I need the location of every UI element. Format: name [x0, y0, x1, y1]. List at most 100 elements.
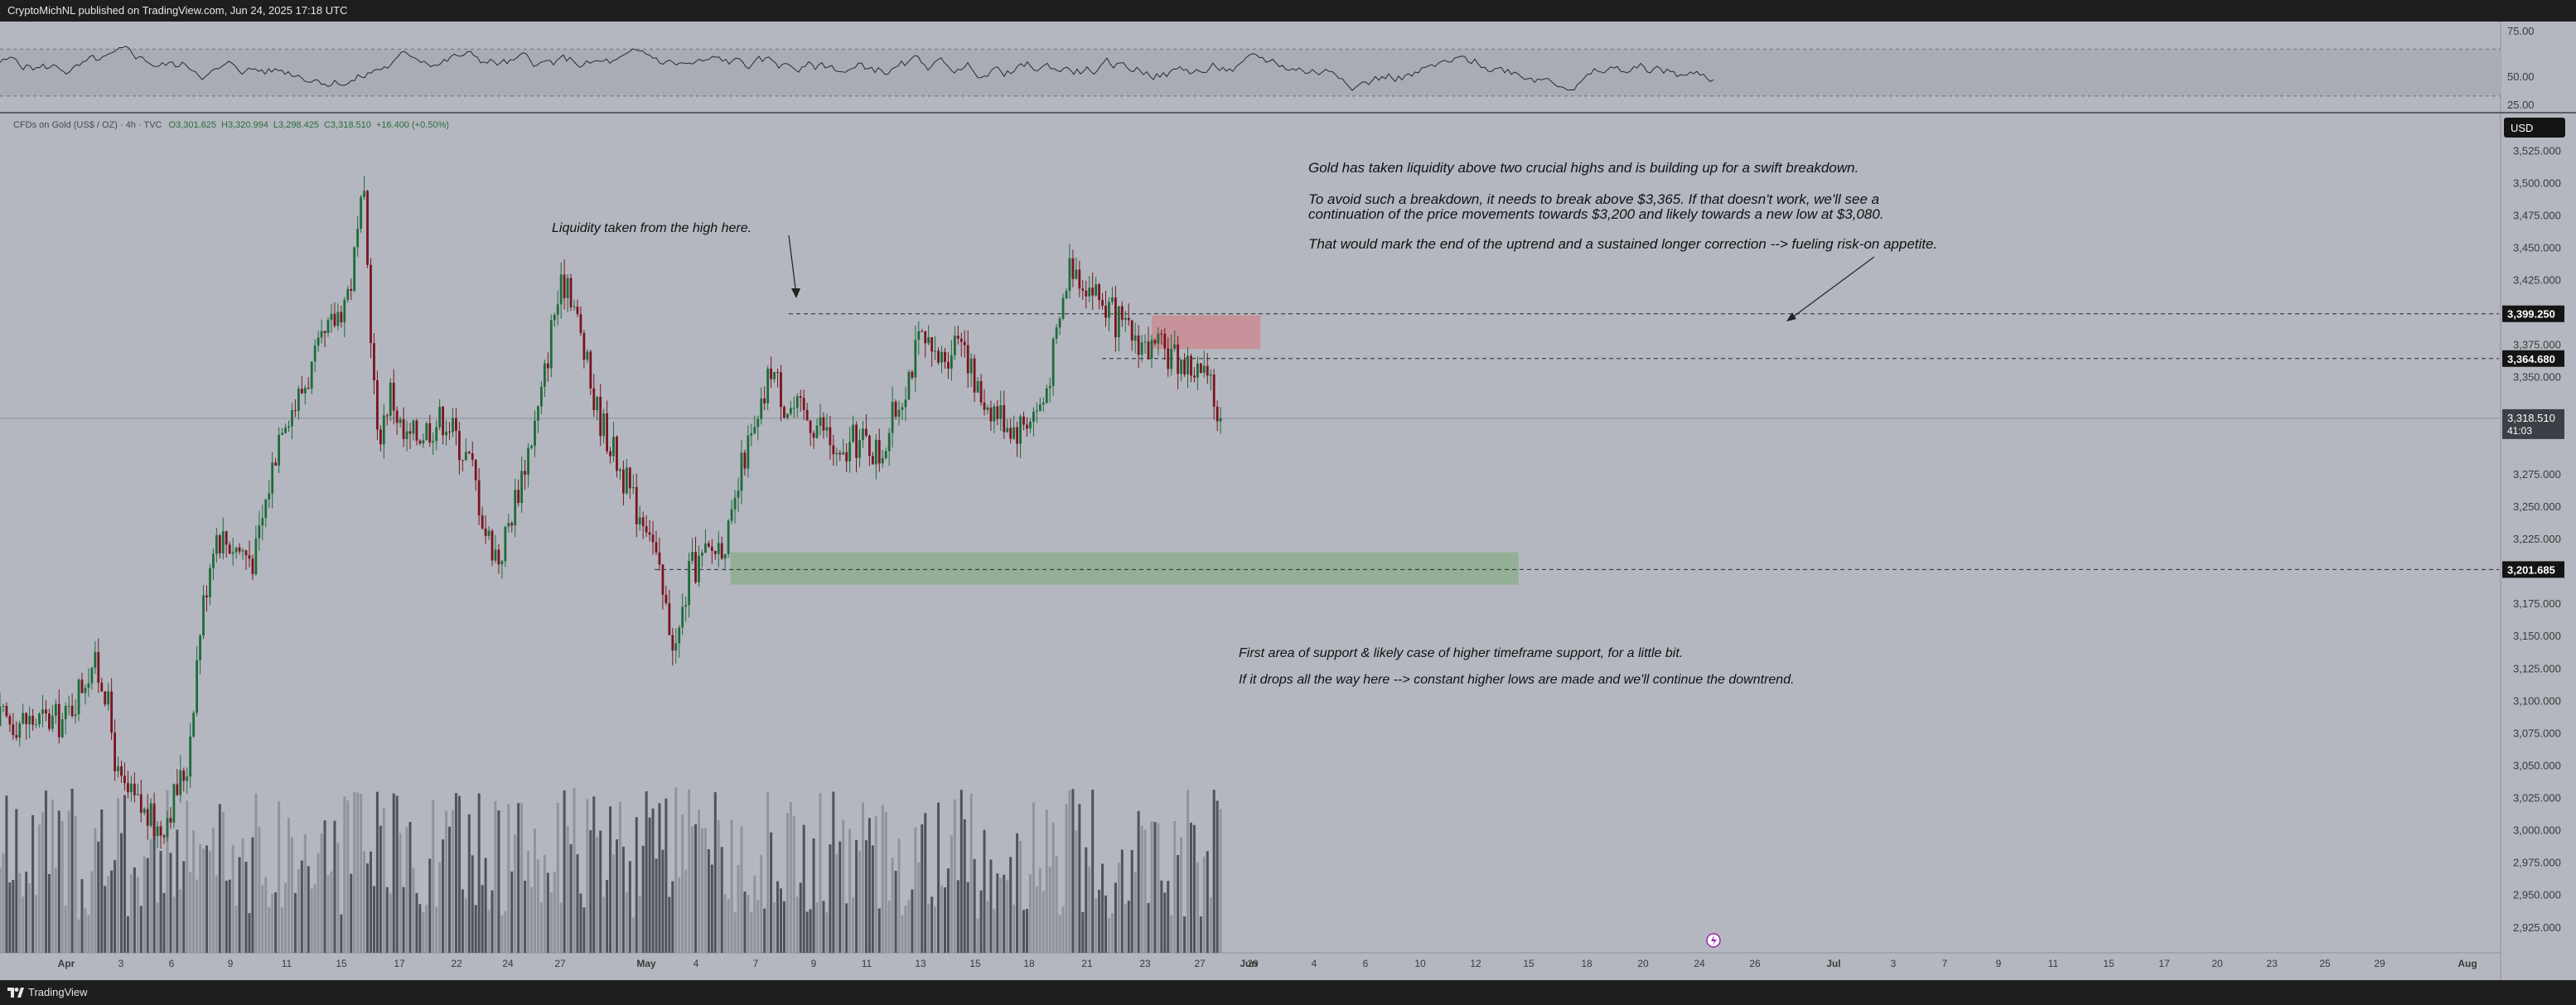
candle-body — [865, 428, 868, 436]
candle-body — [976, 380, 979, 393]
candle-body — [15, 735, 18, 738]
last-price-label: 3,318.510 — [2507, 412, 2555, 424]
price-tick-label: 3,425.000 — [2513, 274, 2561, 287]
volume-bar — [471, 855, 474, 953]
candle-body — [727, 520, 730, 554]
volume-bar — [1078, 804, 1081, 953]
candle-body — [527, 447, 529, 476]
volume-bar — [973, 858, 976, 953]
candle-body — [297, 389, 300, 411]
volume-bar — [559, 902, 563, 953]
price-scale: 3,525.000 3,500.000 3,475.000 3,450.000 3,42… — [2513, 144, 2561, 934]
candle-body — [559, 274, 563, 305]
volume-bar — [546, 872, 549, 953]
volume-bar — [340, 914, 343, 953]
volume-bar — [399, 833, 402, 953]
candle-body — [635, 486, 638, 524]
candle-body — [701, 553, 703, 556]
volume-bar — [710, 864, 713, 953]
volume-bar — [1051, 822, 1055, 953]
volume-bar — [881, 804, 884, 953]
volume-bar — [196, 879, 199, 953]
volume-bar — [1124, 904, 1127, 953]
volume-bar — [90, 871, 94, 953]
volume-bar — [858, 850, 862, 953]
candle-body — [291, 410, 293, 427]
ohlc-low: L3,298.425 — [273, 120, 319, 130]
volume-bar — [202, 848, 205, 953]
volume-bar — [1192, 824, 1196, 953]
candle-body — [231, 552, 234, 554]
volume-bar — [536, 859, 539, 953]
volume-bar — [1045, 809, 1048, 953]
volume-bar — [448, 826, 452, 953]
candle-body — [616, 436, 618, 471]
candle-body — [897, 409, 901, 417]
candle-body — [313, 345, 317, 362]
volume-bar — [681, 814, 684, 953]
candle-body — [983, 402, 986, 410]
candle-body — [28, 716, 31, 725]
volume-bar — [569, 843, 573, 953]
price-tick-label: 3,075.000 — [2513, 727, 2561, 739]
candle-body — [435, 427, 438, 442]
time-axis-label: 22 — [451, 958, 462, 969]
volume-bar — [628, 861, 631, 953]
candle-body — [1167, 348, 1170, 370]
volume-bar — [176, 829, 179, 953]
candle-body — [1088, 287, 1091, 297]
candle-body — [212, 553, 215, 568]
volume-bar — [205, 845, 208, 953]
candle-body — [228, 544, 231, 554]
volume-bar — [418, 904, 422, 953]
volume-bar — [120, 833, 123, 953]
replay-marker[interactable] — [1706, 933, 1721, 948]
volume-bar — [743, 891, 747, 953]
volume-bar — [861, 802, 864, 953]
volume-bar — [47, 874, 51, 953]
price-tick-label: 3,450.000 — [2513, 241, 2561, 254]
candle-body — [84, 688, 87, 693]
candle-body — [1120, 306, 1124, 321]
volume-bar — [839, 841, 842, 953]
candle-body — [986, 407, 989, 410]
candle-body — [48, 713, 51, 729]
volume-bar — [133, 867, 136, 953]
volume-bar — [1055, 856, 1058, 953]
volume-bar — [254, 793, 258, 953]
candle-body — [139, 794, 143, 814]
volume-bar — [1095, 898, 1098, 953]
currency-badge[interactable]: USD — [2504, 118, 2565, 138]
time-axis-label: 26 — [1749, 958, 1761, 969]
candle-body — [60, 719, 64, 737]
candle-body — [1075, 269, 1078, 279]
rsi-scale: 75.00 50.00 25.00 — [2507, 25, 2535, 111]
candle-body — [350, 288, 353, 292]
candle-body — [871, 456, 874, 465]
symbol-legend: CFDs on Gold (US$ / OZ) · 4h · TVC O3,301… — [13, 120, 449, 130]
candle-body — [944, 351, 946, 362]
resistance-zone — [1152, 315, 1261, 350]
time-axis-label: May — [636, 958, 656, 969]
candle-body — [868, 435, 871, 457]
candle-body — [592, 388, 596, 411]
price-tick-label: 3,350.000 — [2513, 371, 2561, 384]
candle-body — [517, 490, 520, 504]
candle-body — [425, 423, 428, 441]
candle-body — [1055, 327, 1058, 339]
volume-bar — [1143, 829, 1147, 953]
volume-bar — [77, 919, 80, 953]
volume-bar — [67, 810, 70, 953]
volume-bar — [1098, 889, 1101, 953]
candle-body — [1216, 406, 1219, 422]
level-labels: 3,399.250 3,364.680 3,201.685 3,318.51041:0… — [2502, 305, 2564, 578]
volume-bar — [320, 833, 323, 953]
volume-bar — [766, 792, 770, 953]
volume-bar — [527, 850, 530, 953]
volume-bar — [356, 792, 360, 953]
candle-body — [90, 668, 94, 684]
chart-svg[interactable]: 75.00 50.00 25.00 CFDs on Gold (US$ / OZ… — [0, 22, 2576, 980]
candle-body — [376, 379, 379, 430]
volume-bar — [678, 877, 681, 953]
candle-body — [261, 518, 264, 526]
